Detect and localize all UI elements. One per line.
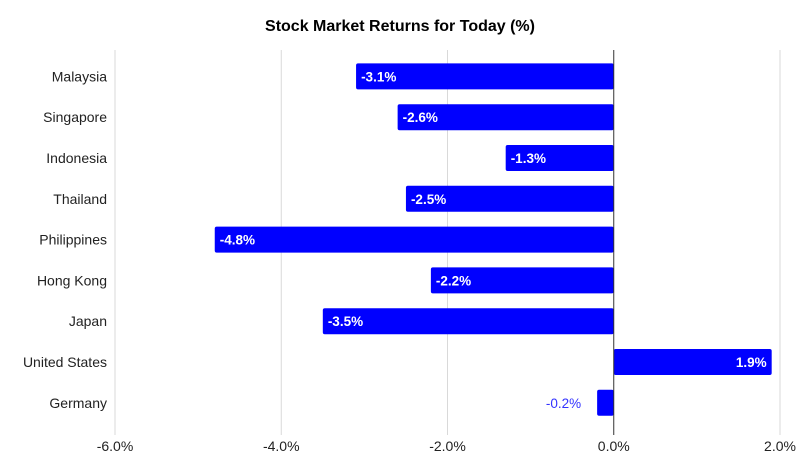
bar: [397, 104, 614, 131]
bar: [505, 145, 614, 171]
data-label: -2.6%: [403, 110, 438, 125]
bar: [597, 389, 614, 416]
x-tick-label: -2.0%: [429, 438, 466, 454]
data-label: -4.8%: [220, 233, 255, 248]
category-labels: Malaysia Singapore Indonesia Thailand Philip…: [23, 68, 107, 410]
data-label: -3.1%: [361, 69, 396, 84]
bar: [356, 63, 614, 90]
data-label: -1.3%: [511, 151, 546, 166]
data-label: -2.2%: [436, 273, 471, 288]
category-label: Malaysia: [52, 68, 107, 84]
x-tick-label: 0.0%: [598, 438, 630, 454]
bar: [613, 349, 772, 375]
bar: [405, 185, 614, 212]
data-labels: -3.1% -2.6% -1.3% -2.5% -4.8% -2.2% -3.5% 1.9% -…: [220, 69, 767, 410]
data-label: -0.2%: [546, 396, 581, 411]
category-label: United States: [23, 354, 107, 370]
category-label: Thailand: [53, 191, 107, 207]
category-label: Singapore: [43, 109, 107, 125]
x-tick-label: 2.0%: [764, 438, 796, 454]
chart-title: Stock Market Returns for Today (%): [265, 18, 535, 35]
data-label: -3.5%: [328, 314, 363, 329]
category-label: Japan: [69, 313, 107, 329]
data-label: -2.5%: [411, 192, 446, 207]
category-label: Philippines: [39, 232, 107, 248]
x-tick-labels: -6.0% -4.0% -2.0% 0.0% 2.0%: [97, 438, 796, 454]
x-tick-label: -6.0%: [97, 438, 134, 454]
bar: [322, 308, 614, 335]
data-label: 1.9%: [736, 355, 767, 370]
bar: [430, 267, 614, 294]
bar: [214, 226, 614, 253]
category-label: Germany: [49, 395, 107, 411]
category-label: Hong Kong: [37, 272, 107, 288]
x-tick-label: -4.0%: [263, 438, 300, 454]
category-label: Indonesia: [46, 150, 107, 166]
bars: [214, 63, 772, 416]
